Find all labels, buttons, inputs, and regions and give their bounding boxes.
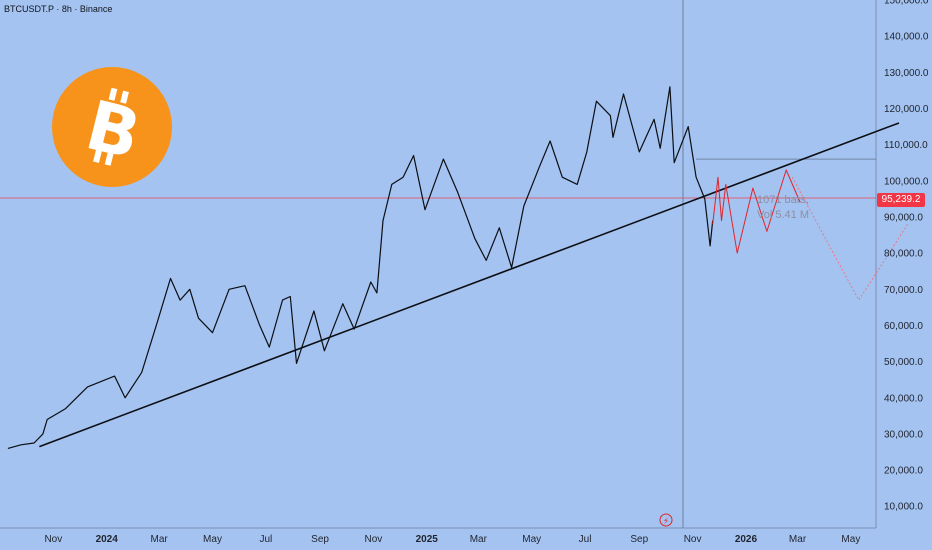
x-tick-label: Nov <box>684 534 702 545</box>
current-price-label: 95,239.2 <box>877 193 925 207</box>
x-tick-label: Nov <box>44 534 62 545</box>
projection-series-line <box>712 169 801 254</box>
x-tick-label: 2025 <box>416 534 439 545</box>
y-tick-label: 20,000.0 <box>884 466 923 477</box>
y-tick-label: 150,000.0 <box>884 0 929 7</box>
y-tick-label: 90,000.0 <box>884 212 923 223</box>
lightning-icon[interactable]: ⚡ <box>659 513 673 527</box>
x-tick-label: Mar <box>151 534 169 545</box>
x-tick-label: Jul <box>259 534 272 545</box>
x-tick-label: Jul <box>579 534 592 545</box>
x-tick-label: May <box>203 534 222 545</box>
x-tick-label: Sep <box>311 534 329 545</box>
bitcoin-logo-icon: B <box>52 67 172 187</box>
projection-bars-count: 1071 bars, <box>757 194 809 206</box>
y-tick-label: 140,000.0 <box>884 32 929 43</box>
y-tick-label: 130,000.0 <box>884 68 929 79</box>
x-tick-label: 2026 <box>735 534 758 545</box>
projection-info: 1071 bars, Vol 5.41 M <box>757 193 809 223</box>
x-tick-label: Mar <box>789 534 807 545</box>
y-tick-label: 120,000.0 <box>884 104 929 115</box>
x-tick-label: Nov <box>365 534 383 545</box>
y-tick-label: 70,000.0 <box>884 285 923 296</box>
y-tick-label: 50,000.0 <box>884 357 923 368</box>
y-tick-label: 110,000.0 <box>884 140 928 151</box>
x-tick-label: Sep <box>630 534 648 545</box>
x-tick-label: Mar <box>470 534 488 545</box>
price-series-line <box>7 86 714 449</box>
support-trendline[interactable] <box>39 122 900 448</box>
x-tick-label: May <box>522 534 541 545</box>
y-tick-label: 100,000.0 <box>884 176 929 187</box>
y-tick-label: 60,000.0 <box>884 321 923 332</box>
y-tick-label: 30,000.0 <box>884 429 923 440</box>
y-tick-label: 40,000.0 <box>884 393 923 404</box>
y-tick-label: 80,000.0 <box>884 249 923 260</box>
y-tick-label: 10,000.0 <box>884 502 923 513</box>
symbol-title[interactable]: BTCUSDT.P · 8h · Binance <box>4 4 113 14</box>
x-tick-label: 2024 <box>96 534 119 545</box>
projection-volume: Vol 5.41 M <box>757 209 809 221</box>
x-tick-label: May <box>841 534 860 545</box>
svg-text:⚡: ⚡ <box>663 517 669 527</box>
